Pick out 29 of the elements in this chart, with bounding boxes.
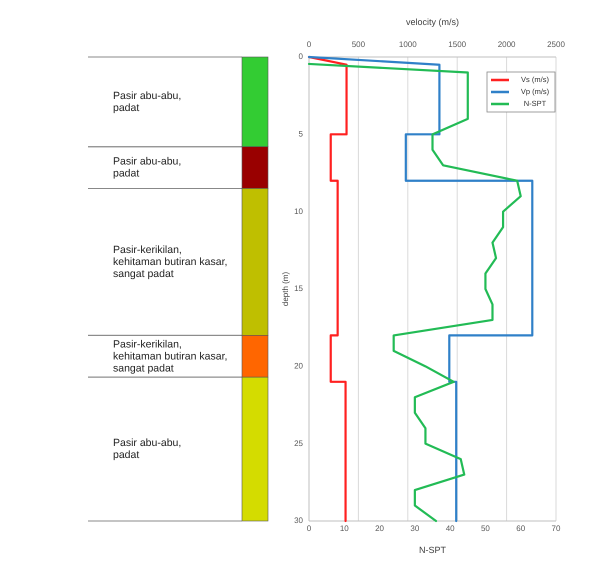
x-tick-label: 20 [375,524,385,533]
x-tick-label: 40 [446,524,456,533]
x2-tick-label: 1500 [448,40,467,49]
y-tick-label: 25 [294,438,304,448]
x-tick-label: 10 [340,524,350,533]
x2-tick-label: 1000 [398,40,418,49]
x2-tick-label: 2000 [498,40,516,49]
x2-tick-label: 500 [352,40,366,49]
y-tick-label: 0 [298,52,304,62]
y-tick-label: 15 [294,284,304,294]
x-tick-label: 30 [410,524,420,533]
x2-axis-title: velocity (m/s) [406,17,460,27]
x-tick-label: 60 [516,524,526,533]
text: Pasir-kerikilan, kehitaman butiran kasar, sangat padat [113,338,228,374]
x-tick-label: 70 [552,524,561,533]
text: Pasir abu-abu, padat [113,436,182,461]
x2-tick-label: 2500 [547,40,566,49]
x-tick-label: 0 [306,524,312,533]
x-tick-label: 50 [480,524,490,533]
y-tick-label: 10 [294,206,304,216]
text: Pasir-kerikilan, kehitaman butiran kasar, sangat padat [113,244,228,280]
text: Pasir abu-abu, padat [113,90,182,114]
y-axis-title: depth (m) [281,272,290,306]
y-tick-label: 30 [294,516,304,526]
text: Pasir abu-abu, padat [113,155,182,180]
y-tick-label: 5 [298,129,304,138]
x-axis-title: N-SPT [419,545,446,555]
x2-tick-label: 0 [306,40,312,49]
y-tick-label: 20 [294,361,304,370]
